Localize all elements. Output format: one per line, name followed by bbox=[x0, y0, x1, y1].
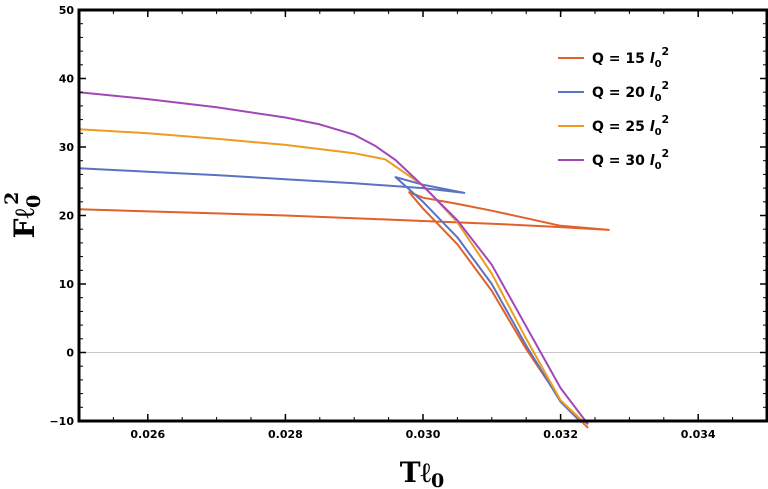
plot-border bbox=[77, 8, 768, 423]
y-tick-label: 0 bbox=[66, 347, 74, 360]
x-tick-label: 0.034 bbox=[681, 428, 716, 441]
y-axis-title-sup: 2 bbox=[1, 192, 23, 205]
y-tick-label: 30 bbox=[59, 141, 75, 154]
y-axis-title-sub: 0 bbox=[23, 195, 45, 208]
y-axis-title-main: Fℓ bbox=[8, 208, 41, 239]
series-line-1 bbox=[78, 167, 582, 424]
legend-label-0: Q = 15 l02 bbox=[592, 45, 669, 70]
x-tick-label: 0.032 bbox=[543, 428, 578, 441]
legend-label-main: Q = 30 bbox=[592, 153, 650, 169]
legend-label-sub: 0 bbox=[655, 93, 662, 104]
y-tick-label: −10 bbox=[49, 415, 74, 428]
series-line-2 bbox=[78, 128, 587, 426]
legend-label-2: Q = 25 l02 bbox=[592, 113, 669, 138]
legend-label-3: Q = 30 l02 bbox=[592, 147, 669, 172]
series-line-3 bbox=[78, 91, 589, 426]
legend-label-main: Q = 25 bbox=[592, 119, 650, 135]
legend-label-sup: 2 bbox=[662, 113, 670, 126]
plot-frame bbox=[77, 8, 768, 423]
x-axis-title-sub: 0 bbox=[431, 470, 444, 489]
x-tick-label: 0.026 bbox=[130, 428, 165, 441]
series-layer bbox=[78, 91, 610, 429]
legend-label-sub: 0 bbox=[655, 127, 662, 138]
y-tick-label: 40 bbox=[59, 73, 75, 86]
x-tick-label: 0.030 bbox=[406, 428, 441, 441]
series-line-0 bbox=[78, 191, 610, 429]
legend-label-main: Q = 20 bbox=[592, 85, 650, 101]
legend-label-sup: 2 bbox=[662, 45, 670, 58]
legend-label-l: l bbox=[650, 119, 655, 135]
legend-label-1: Q = 20 l02 bbox=[592, 79, 669, 104]
y-tick-label: 20 bbox=[59, 210, 75, 223]
legend-label-sub: 0 bbox=[655, 161, 662, 172]
legend-label-sub: 0 bbox=[655, 59, 662, 70]
legend-label-sup: 2 bbox=[662, 79, 670, 92]
legend-label-sup: 2 bbox=[662, 147, 670, 160]
legend-label-l: l bbox=[650, 85, 655, 101]
legend-label-main: Q = 15 bbox=[592, 51, 650, 67]
x-axis-title: Tℓ0 bbox=[400, 456, 445, 489]
legend-label-l: l bbox=[650, 153, 655, 169]
x-axis-title-main: Tℓ bbox=[400, 456, 432, 489]
legend-label-l: l bbox=[650, 51, 655, 67]
y-axis-title: Fℓ02 bbox=[1, 192, 45, 239]
y-tick-label: 10 bbox=[59, 278, 75, 291]
x-tick-label: 0.028 bbox=[268, 428, 303, 441]
y-tick-label: 50 bbox=[59, 4, 75, 17]
